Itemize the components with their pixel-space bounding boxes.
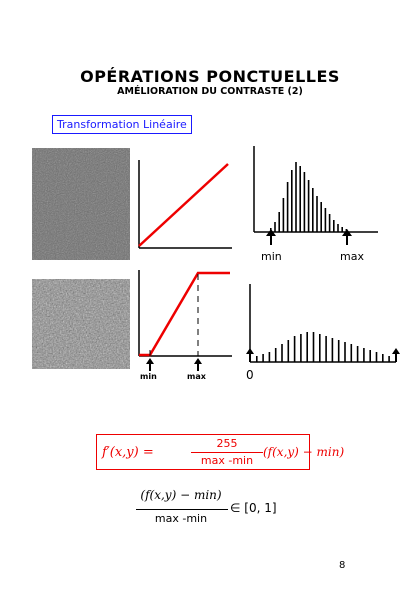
histogram-bar [320,202,322,232]
histogram-bar [281,344,283,362]
histogram-original [253,146,378,245]
arrow-up-icon [342,229,352,245]
transform-min-label: min [140,372,157,381]
histogram-bar [307,180,310,232]
histogram-bar [341,227,343,232]
histogram-bar [299,166,301,232]
histogram-bar [291,170,293,232]
linear-transform-plot-stretch [138,270,232,357]
histogram-min-label: min [261,250,282,263]
section-label-box: Transformation Linéaire [52,115,192,134]
formula-rhs: (f(x,y) − min) [263,445,345,459]
formula2-denominator: max -min [154,512,208,525]
histogram-bar [388,356,390,362]
histogram-bar [337,224,339,232]
histogram-bar [356,346,359,362]
identity-line [138,163,229,247]
original-image [32,148,130,260]
formula2-numerator: (f(x,y) − min) [140,488,222,502]
page-subtitle: AMÉLIORATION DU CONTRASTE (2) [117,86,303,97]
histogram-bar [312,188,314,232]
histogram-bar [286,182,289,232]
histogram-bar [278,212,280,232]
histogram-bar [344,342,346,362]
histogram-bar [382,354,384,362]
histogram-bar [328,214,331,232]
histogram-bar [324,208,327,232]
histogram-bar [262,354,264,362]
formula-linear-transform: f′(x,y) = 255 max -min (f(x,y) − min) [96,434,344,470]
histogram-bar [337,340,340,362]
histogram-bar [303,172,306,232]
histogram-bar [331,338,334,362]
page-number: 8 [339,560,346,571]
linear-transform-plot-identity [138,160,232,249]
fraction-bar [191,452,263,453]
histogram-stretched [246,284,400,363]
formula-numerator: 255 [216,437,238,450]
page-title: OPÉRATIONS PONCTUELLES [80,67,340,86]
histogram-bar [295,162,297,232]
formula-lhs: f′(x,y) = [102,445,154,460]
histogram-bar [363,348,365,362]
formula-normalized: (f(x,y) − min) max -min ∈ [0, 1] [134,486,284,526]
histogram-bar [312,332,315,362]
histogram-bar [268,352,271,362]
histogram-bar [274,348,277,362]
histogram-bar [306,332,308,362]
enhanced-image [32,279,130,369]
arrow-up-icon [146,358,154,371]
formula2-suffix: ∈ [0, 1] [230,501,277,515]
arrow-up-icon [266,229,276,245]
arrow-up-icon [194,358,202,371]
fraction-bar [136,509,228,510]
histogram-bar [300,334,302,362]
histogram-bar [375,352,378,362]
formula-denominator: max -min [200,454,254,467]
histogram-bar [316,196,318,232]
histogram-bar [287,340,290,362]
histogram-max-label: max [340,250,364,263]
histogram-bar [369,350,371,362]
histogram-bar [319,334,321,362]
transform-max-label: max [187,372,206,381]
stretch-line [139,271,230,357]
histogram-bar [274,222,276,232]
histogram-bar [325,336,327,362]
histogram-bar [350,344,353,362]
histogram-bar [282,198,285,232]
histogram-bar [333,220,335,232]
arrow-up-icon [392,348,400,362]
histogram-bar [293,336,296,362]
histogram-zero-label: 0 [246,368,254,382]
histogram-bar [256,356,258,362]
arrow-up-icon [246,348,254,362]
